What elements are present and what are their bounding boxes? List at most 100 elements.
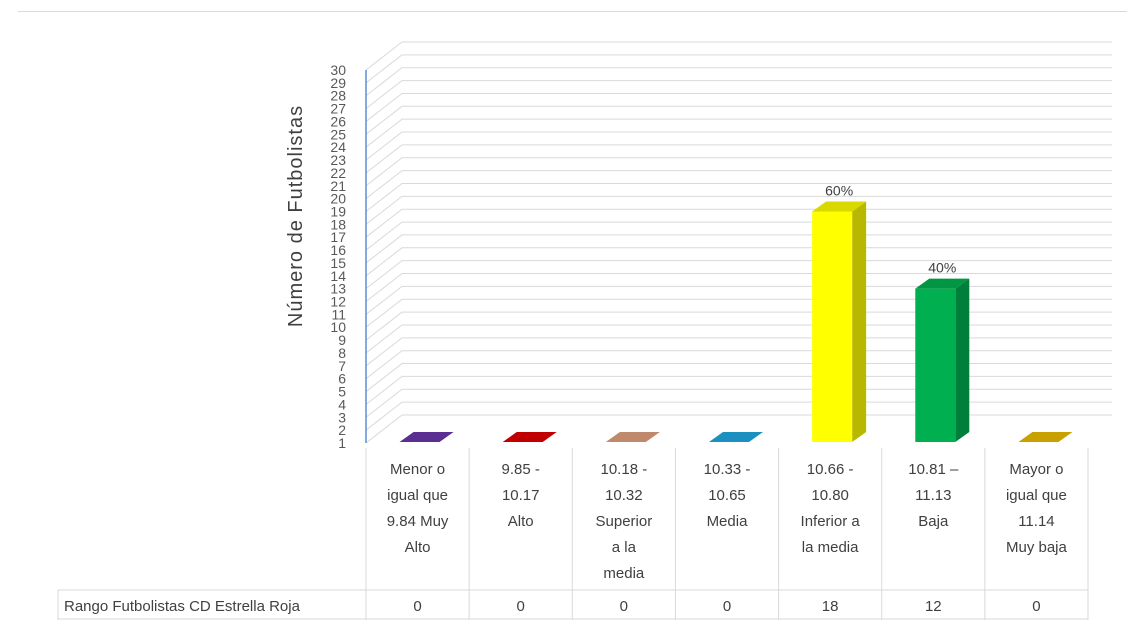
gridline bbox=[365, 324, 1112, 354]
series-name: Rango Futbolistas CD Estrella Roja bbox=[64, 598, 301, 615]
table-cell-value: 0 bbox=[413, 598, 421, 615]
bar bbox=[502, 432, 557, 442]
bar-side bbox=[955, 278, 970, 442]
category-label: 9.85 - bbox=[502, 461, 540, 478]
category-label: 11.13 bbox=[915, 487, 951, 504]
table-cell-value: 0 bbox=[1032, 598, 1040, 615]
gridline bbox=[365, 260, 1112, 290]
category-label: igual que bbox=[387, 487, 448, 504]
table-cell-value: 12 bbox=[925, 598, 942, 615]
data-label: 40% bbox=[928, 260, 956, 276]
bar bbox=[399, 432, 454, 442]
category-label: Inferior a bbox=[801, 513, 861, 530]
gridline bbox=[365, 144, 1112, 174]
gridline bbox=[365, 401, 1112, 431]
gridline bbox=[365, 195, 1112, 225]
y-tick-label: 20 bbox=[330, 191, 346, 207]
gridline bbox=[365, 388, 1112, 418]
gridline bbox=[365, 105, 1112, 135]
category-label: Menor o bbox=[390, 461, 445, 478]
table-cell-value: 18 bbox=[822, 598, 839, 615]
y-tick-label: 28 bbox=[330, 88, 346, 104]
y-tick-label: 9 bbox=[338, 332, 346, 348]
category-label: 10.65 bbox=[708, 487, 746, 504]
data-label: 60% bbox=[825, 182, 853, 198]
y-tick-label: 16 bbox=[330, 242, 346, 258]
gridline bbox=[365, 67, 1112, 97]
y-tick-label: 2 bbox=[338, 422, 346, 438]
y-tick-label: 14 bbox=[330, 268, 346, 284]
gridline bbox=[365, 208, 1112, 238]
y-tick-label: 22 bbox=[330, 165, 346, 181]
table-cell-value: 0 bbox=[620, 598, 628, 615]
gridline bbox=[365, 170, 1112, 200]
gridline bbox=[365, 375, 1112, 405]
gridline bbox=[365, 285, 1112, 315]
category-label: Muy baja bbox=[1006, 539, 1068, 556]
gridline bbox=[365, 221, 1112, 251]
category-label: 10.32 bbox=[605, 487, 643, 504]
gridline bbox=[365, 92, 1112, 122]
gridline bbox=[365, 273, 1112, 302]
category-label: media bbox=[603, 565, 645, 582]
gridline bbox=[365, 131, 1112, 161]
bar-top bbox=[812, 201, 867, 212]
y-tick-label: 23 bbox=[330, 152, 346, 168]
gridline bbox=[365, 298, 1112, 328]
gridline bbox=[365, 350, 1112, 380]
y-tick-label: 25 bbox=[330, 126, 346, 142]
y-tick-label: 26 bbox=[330, 113, 346, 129]
category-label: Superior bbox=[596, 513, 653, 530]
y-tick-label: 8 bbox=[338, 345, 346, 361]
y-tick-label: 21 bbox=[330, 178, 346, 194]
y-tick-label: 10 bbox=[330, 319, 346, 335]
bar bbox=[709, 432, 763, 442]
category-label: 10.33 - bbox=[704, 461, 751, 478]
y-tick-label: 1 bbox=[338, 435, 346, 451]
bar bbox=[812, 211, 853, 442]
category-label: 10.18 - bbox=[601, 461, 648, 478]
category-label: 10.17 bbox=[502, 487, 540, 504]
bar bbox=[605, 432, 660, 442]
y-axis-title: Número de Futbolistas bbox=[285, 105, 307, 327]
category-label: 10.66 - bbox=[807, 461, 854, 478]
gridline bbox=[365, 311, 1112, 341]
y-tick-label: 13 bbox=[330, 281, 346, 297]
category-label: Media bbox=[707, 513, 749, 530]
gridline bbox=[365, 54, 1112, 84]
bar bbox=[915, 288, 956, 442]
y-tick-label: 12 bbox=[330, 294, 346, 310]
bar-top bbox=[915, 278, 970, 289]
gridline bbox=[365, 414, 1112, 444]
gridline bbox=[365, 118, 1112, 148]
category-label: 9.84 Muy bbox=[387, 513, 449, 530]
y-tick-label: 18 bbox=[330, 216, 346, 232]
category-label: 10.81 – bbox=[908, 461, 959, 478]
chart-border-top bbox=[18, 11, 1127, 12]
category-label: 11.14 bbox=[1018, 513, 1054, 530]
category-label: Alto bbox=[405, 539, 431, 556]
y-tick-label: 30 bbox=[330, 62, 346, 78]
y-tick-label: 19 bbox=[330, 203, 346, 219]
y-tick-label: 4 bbox=[338, 396, 346, 412]
category-label: Baja bbox=[918, 513, 949, 530]
y-tick-label: 15 bbox=[330, 255, 346, 271]
category-label: a la bbox=[612, 539, 637, 556]
table-cell-value: 0 bbox=[723, 598, 731, 615]
y-tick-label: 11 bbox=[331, 306, 346, 322]
y-tick-label: 7 bbox=[338, 358, 346, 374]
category-label: la media bbox=[802, 539, 859, 556]
gridline bbox=[365, 247, 1112, 277]
y-tick-label: 6 bbox=[338, 371, 346, 387]
gridline bbox=[365, 234, 1112, 264]
category-label: 10.80 bbox=[811, 487, 849, 504]
bar-side bbox=[852, 201, 867, 442]
y-tick-label: 29 bbox=[330, 75, 346, 91]
gridline bbox=[365, 182, 1112, 212]
y-tick-label: 27 bbox=[330, 101, 346, 117]
y-tick-label: 5 bbox=[338, 384, 346, 400]
bar bbox=[1018, 432, 1073, 442]
y-tick-label: 3 bbox=[338, 409, 346, 425]
